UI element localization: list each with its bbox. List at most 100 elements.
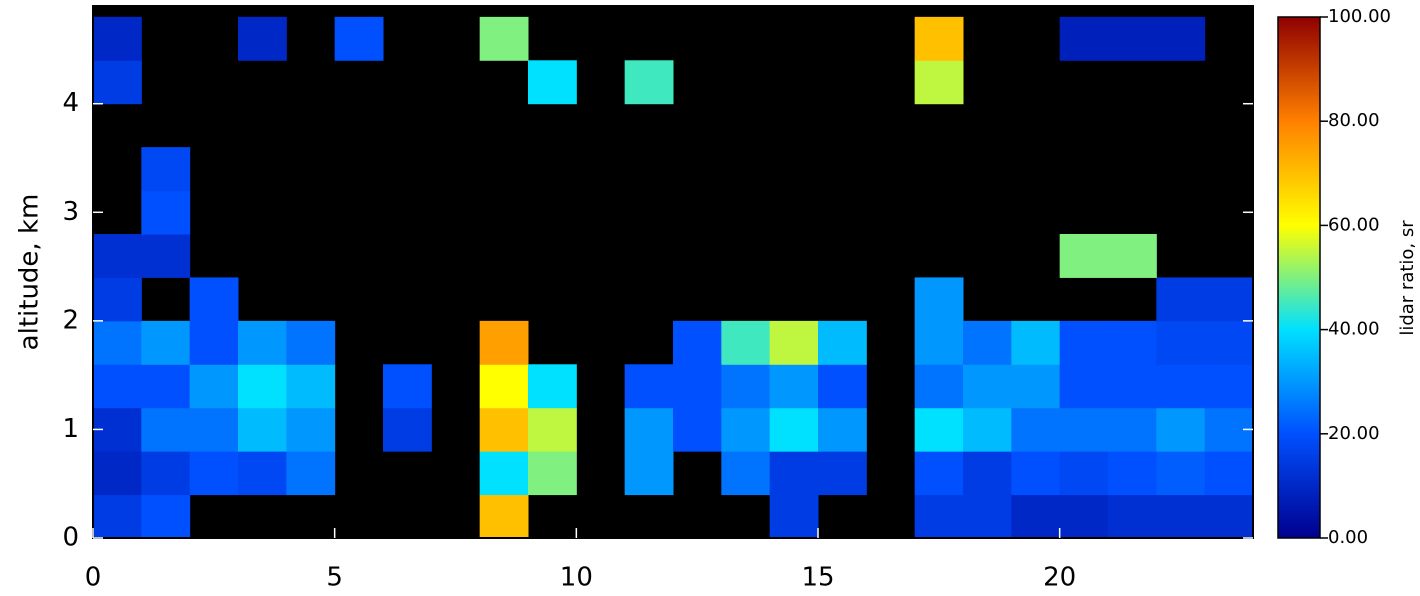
heat-cell	[383, 407, 432, 452]
heat-cell	[479, 364, 529, 409]
heat-cell	[141, 407, 191, 452]
heat-cell	[383, 364, 432, 409]
colorbar	[1277, 16, 1321, 539]
heat-cell	[1204, 364, 1254, 409]
x-tick-label: 15	[801, 563, 834, 593]
heat-cell	[914, 16, 964, 61]
heat-cell	[1108, 364, 1157, 409]
plot-frame	[92, 5, 1254, 539]
heat-cell	[141, 147, 191, 192]
heat-cell	[1204, 494, 1254, 539]
heat-cell	[1108, 451, 1157, 496]
heat-cell	[141, 320, 191, 365]
heat-cell	[334, 16, 384, 61]
heat-cell	[141, 190, 191, 235]
heat-cell	[1156, 16, 1206, 61]
colorbar-tick-label: 20.00	[1328, 423, 1380, 444]
heat-cell	[914, 451, 964, 496]
heat-cell	[1059, 234, 1109, 278]
heat-cell	[286, 364, 336, 409]
heat-cell	[914, 364, 964, 409]
heat-cell	[238, 407, 287, 452]
heat-cell	[93, 364, 142, 409]
heat-cell	[189, 277, 239, 322]
y-tick-label: 1	[62, 414, 79, 444]
heat-cell	[286, 451, 336, 496]
heat-cell	[624, 60, 674, 105]
heat-cell	[818, 364, 867, 409]
heat-cell	[238, 364, 287, 409]
heat-cell	[93, 451, 142, 496]
heat-cell	[963, 407, 1012, 452]
heat-cell	[141, 364, 191, 409]
x-tick-label: 5	[326, 563, 343, 593]
heat-cell	[673, 407, 722, 452]
heat-cell	[624, 407, 674, 452]
heat-cell	[1204, 320, 1254, 365]
heat-cell	[479, 494, 529, 539]
heat-cell	[721, 407, 771, 452]
heat-cell	[673, 320, 722, 365]
heat-cell	[479, 407, 529, 452]
x-tick-label: 20	[1043, 563, 1076, 593]
heat-cell	[238, 16, 287, 61]
heat-cell	[1108, 407, 1157, 452]
heat-cell	[1059, 407, 1109, 452]
heat-cell	[93, 60, 142, 105]
colorbar-tick-label: 100.00	[1328, 6, 1391, 27]
colorbar-label: lidar ratio, sr	[1397, 220, 1418, 336]
heat-cell	[769, 320, 819, 365]
heat-cell	[624, 364, 674, 409]
heat-cell	[479, 320, 529, 365]
x-tick-label: 10	[560, 563, 593, 593]
heat-cell	[914, 60, 964, 105]
heat-cell	[528, 364, 577, 409]
heat-cell	[963, 320, 1012, 365]
heat-cell	[189, 320, 239, 365]
heat-cell	[1156, 451, 1206, 496]
heat-cell	[479, 16, 529, 61]
heat-cell	[1059, 451, 1109, 496]
heat-cell	[1108, 16, 1157, 61]
heat-cell	[141, 451, 191, 496]
heat-cell	[914, 320, 964, 365]
heat-cell	[818, 320, 867, 365]
heat-cell	[93, 234, 142, 278]
heat-cell	[818, 407, 867, 452]
heat-cell	[963, 494, 1012, 539]
heat-cell	[914, 277, 964, 322]
heat-cell	[1156, 494, 1206, 539]
y-tick-label: 3	[62, 197, 79, 227]
y-tick-label: 0	[62, 523, 79, 553]
heat-cell	[914, 407, 964, 452]
heat-cell	[238, 320, 287, 365]
heat-cell	[286, 407, 336, 452]
heat-cell	[1011, 451, 1061, 496]
heat-cell	[479, 451, 529, 496]
heat-cell	[93, 494, 142, 539]
heat-cell	[1011, 407, 1061, 452]
heat-cell	[914, 494, 964, 539]
y-axis-label: altitude, km	[15, 194, 45, 351]
heat-cell	[1011, 320, 1061, 365]
heat-cell	[769, 364, 819, 409]
heat-cell	[1011, 364, 1061, 409]
heat-cell	[624, 451, 674, 496]
heat-cell	[286, 320, 336, 365]
heat-cell	[1059, 494, 1109, 539]
heat-cell	[1156, 277, 1206, 322]
heat-cell	[528, 60, 577, 105]
heat-cell	[673, 364, 722, 409]
heat-cell	[721, 364, 771, 409]
heat-cell	[238, 451, 287, 496]
heat-cell	[1156, 320, 1206, 365]
heat-cell	[1108, 320, 1157, 365]
heat-cell	[1108, 234, 1157, 278]
heat-cell	[1108, 494, 1157, 539]
y-tick-label: 2	[62, 305, 79, 335]
heat-cell	[1011, 494, 1061, 539]
heat-cell	[721, 451, 771, 496]
heat-cell	[769, 451, 819, 496]
heat-cell	[1156, 364, 1206, 409]
